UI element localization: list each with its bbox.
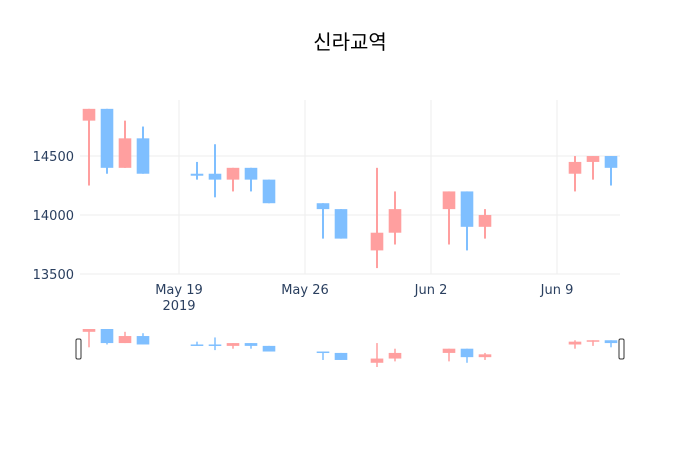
candle-body: [478, 215, 492, 227]
slider-candle-body: [388, 352, 402, 359]
candles: [82, 108, 618, 269]
candle-body: [442, 191, 456, 210]
slider-candle-body: [460, 348, 474, 358]
y-tick-label: 14500: [33, 150, 74, 165]
grid: [80, 100, 620, 275]
candle-body: [190, 173, 204, 176]
candle-body: [208, 173, 222, 180]
slider-candle-body: [190, 344, 204, 346]
x-tick-sublabel: 2019: [162, 299, 195, 314]
y-axis: 13500 14000 14500: [33, 150, 74, 283]
x-tick-label: Jun 9: [540, 283, 574, 298]
slider-candle-body: [604, 340, 618, 344]
candle-body: [334, 209, 348, 239]
candle-body: [604, 156, 618, 168]
x-tick-label: May 26: [281, 283, 329, 298]
range-slider-right-handle[interactable]: [618, 338, 625, 360]
candle-body: [370, 232, 384, 251]
candle-body: [118, 138, 132, 168]
candle-body: [226, 167, 240, 180]
slider-candle-body: [100, 329, 114, 344]
candle-body: [136, 138, 150, 174]
slider-candle-body: [226, 343, 240, 346]
slider-candle-body: [586, 340, 600, 342]
candle-body: [100, 108, 114, 168]
slider-candle-body: [568, 341, 582, 345]
candle-body: [262, 179, 276, 204]
candle-body: [586, 156, 600, 162]
slider-candle-body: [334, 352, 348, 360]
candle-body: [316, 203, 330, 210]
slider-candle-body: [244, 343, 258, 346]
candle-body: [244, 167, 258, 180]
range-slider-left-handle[interactable]: [75, 338, 82, 360]
slider-candle-body: [316, 351, 330, 354]
slider-candle-body: [118, 336, 132, 344]
slider-candle-body: [478, 354, 492, 358]
chart-title: 신라교역: [313, 30, 387, 54]
slider-candle-body: [82, 329, 96, 332]
slider-candle-body: [442, 348, 456, 353]
slider-candle-body: [262, 345, 276, 352]
y-tick-label: 13500: [33, 268, 74, 283]
slider-candle-body: [370, 358, 384, 363]
x-tick-label: May 19: [155, 283, 203, 298]
range-slider[interactable]: [75, 329, 625, 367]
slider-candle-body: [136, 336, 150, 345]
candle-body: [568, 161, 582, 174]
slider-candle-body: [208, 344, 222, 346]
x-tick-label: Jun 2: [414, 283, 448, 298]
y-tick-label: 14000: [33, 209, 74, 224]
candle-body: [82, 108, 96, 121]
candle-body: [460, 191, 474, 227]
candle-body: [388, 209, 402, 233]
